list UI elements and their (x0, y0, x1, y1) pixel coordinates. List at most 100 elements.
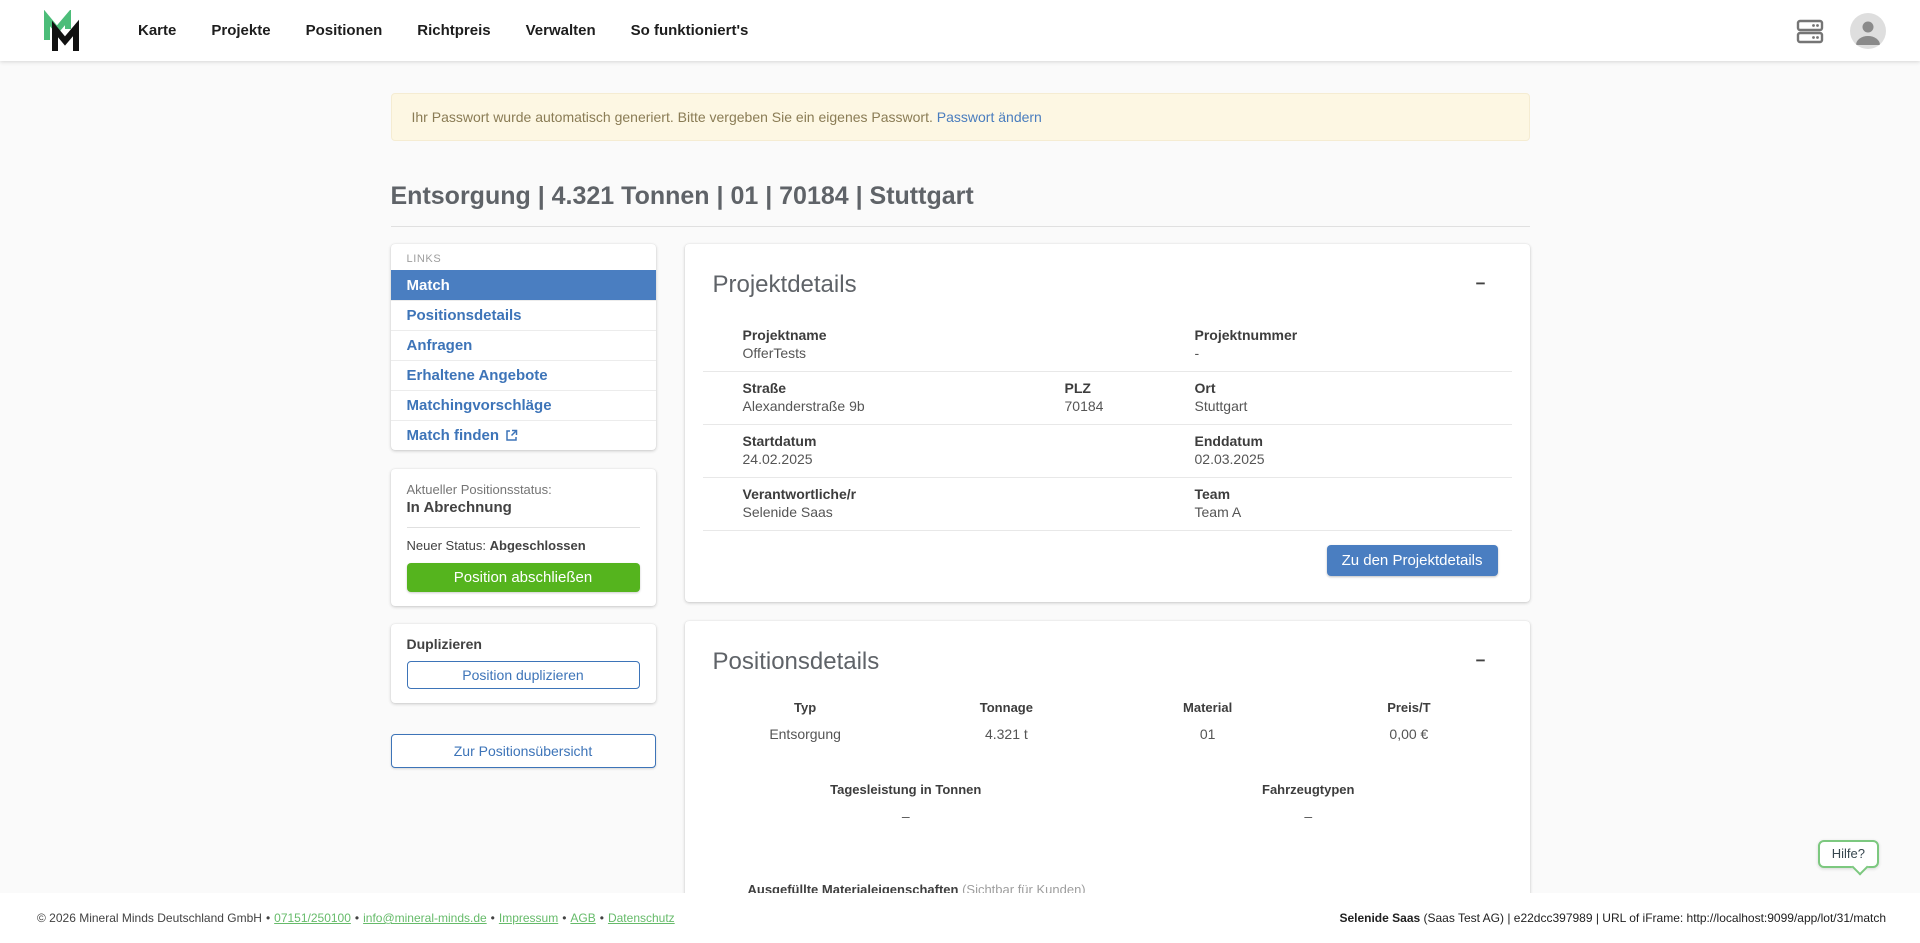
main-content: Ihr Passwort wurde automatisch generiert… (0, 61, 1920, 893)
field-value: Stuttgart (1194, 398, 1248, 414)
collapse-project-details-button[interactable]: − (1472, 271, 1490, 296)
new-status-line: Neuer Status: Abgeschlossen (407, 538, 640, 553)
field-label: Startdatum (742, 433, 817, 449)
mineral-minds-logo-icon[interactable] (40, 9, 86, 52)
field-label: Ort (1194, 380, 1216, 396)
stat-tagesleistung: Tagesleistung in Tonnen – (705, 782, 1108, 824)
server-stack-icon[interactable] (1796, 18, 1824, 44)
user-avatar-icon[interactable] (1850, 12, 1886, 49)
sidebar-item-label: Erhaltene Angebote (406, 367, 548, 384)
stat-typ: Typ Entsorgung (705, 700, 906, 742)
stat-label: Material (1183, 700, 1233, 715)
field-projektnummer: Projektnummer - (1195, 327, 1512, 362)
stat-value: 0,00 € (1389, 726, 1429, 742)
sidebar-item-anfragen[interactable]: Anfragen (390, 330, 656, 360)
sidebar-item-erhaltene-angebote[interactable]: Erhaltene Angebote (390, 360, 656, 390)
field-ort: Ort Stuttgart (1195, 380, 1512, 415)
field-label: Projektnummer (1194, 327, 1298, 343)
status-divider (406, 527, 640, 528)
topbar: Karte Projekte Positionen Richtpreis Ver… (0, 0, 1920, 61)
footer-session-details: (Saas Test AG) | e22dcc397989 | URL of i… (1420, 911, 1887, 925)
page-title: Entsorgung | 4.321 Tonnen | 01 | 70184 |… (390, 182, 1530, 227)
field-verantwortlicher: Verantwortliche/r Selenide Saas (743, 486, 1195, 521)
field-strasse: Straße Alexanderstraße 9b (743, 380, 1065, 415)
stat-label: Tagesleistung in Tonnen (830, 782, 982, 797)
field-value: Selenide Saas (742, 504, 833, 520)
footer: © 2026 Mineral Minds Deutschland GmbH • 07… (0, 893, 1920, 943)
sidebar-item-label: Anfragen (406, 337, 473, 354)
field-value: Alexanderstraße 9b (742, 398, 865, 414)
footer-impressum-link[interactable]: Impressum (498, 911, 559, 925)
position-overview-button[interactable]: Zur Positionsübersicht (390, 734, 656, 768)
sidebar-item-matchingvorschlaege[interactable]: Matchingvorschläge (390, 390, 656, 420)
field-label: PLZ (1064, 380, 1091, 396)
table-row: Startdatum 24.02.2025 Enddatum 02.03.202… (702, 425, 1512, 478)
collapse-position-details-button[interactable]: − (1472, 648, 1490, 673)
duplicate-title: Duplizieren (406, 636, 482, 652)
field-label: Projektname (742, 327, 827, 343)
close-position-button[interactable]: Position abschließen (406, 563, 640, 592)
new-status-label: Neuer Status: (406, 538, 487, 553)
nav-item-richtpreis[interactable]: Richtpreis (417, 22, 491, 39)
stat-preis: Preis/T 0,00 € (1308, 700, 1509, 742)
footer-datenschutz-link[interactable]: Datenschutz (607, 911, 675, 925)
detail-column: Projektdetails − Projektname OfferTests … (684, 244, 1530, 893)
footer-user-name: Selenide Saas (1339, 911, 1421, 925)
help-button[interactable]: Hilfe? (1817, 840, 1879, 868)
nav-item-projekte[interactable]: Projekte (211, 22, 271, 39)
table-row: Projektname OfferTests Projektnummer - (702, 319, 1512, 372)
status-card: Aktueller Positionsstatus: In Abrechnung… (390, 469, 656, 606)
stat-material: Material 01 (1107, 700, 1308, 742)
sidebar-item-positionsdetails[interactable]: Positionsdetails (390, 300, 656, 330)
current-status-value: In Abrechnung (406, 499, 512, 516)
nav-item-karte[interactable]: Karte (138, 22, 177, 39)
field-label: Enddatum (1194, 433, 1263, 449)
stat-label: Fahrzeugtypen (1262, 782, 1355, 797)
sidebar-item-match[interactable]: Match (390, 270, 656, 300)
table-row: Verantwortliche/r Selenide Saas Team Tea… (702, 478, 1512, 531)
stat-label: Preis/T (1387, 700, 1431, 715)
footer-separator: • (354, 911, 360, 925)
current-status-label: Aktueller Positionsstatus: (406, 482, 552, 497)
links-header: LINKS (406, 253, 442, 265)
footer-copyright: © 2026 Mineral Minds Deutschland GmbH (37, 911, 262, 925)
footer-separator: • (490, 911, 495, 925)
field-value: OfferTests (742, 345, 807, 361)
main-nav: Karte Projekte Positionen Richtpreis Ver… (138, 22, 748, 39)
position-details-title: Positionsdetails (712, 648, 880, 675)
field-startdatum: Startdatum 24.02.2025 (743, 433, 1195, 468)
stat-label: Typ (794, 700, 817, 715)
material-properties-label-bold: Ausgefüllte Materialeigenschaften (747, 882, 959, 893)
footer-agb-link[interactable]: AGB (570, 911, 596, 925)
password-warning-banner: Ihr Passwort wurde automatisch generiert… (390, 93, 1530, 141)
sidebar-item-label: Match finden (406, 427, 500, 444)
field-team: Team Team A (1195, 486, 1512, 521)
project-details-table: Projektname OfferTests Projektnummer - S… (685, 319, 1530, 531)
field-projektname: Projektname OfferTests (743, 327, 1195, 362)
material-properties-hint: (Sichtbar für Kunden) (958, 882, 1086, 893)
footer-separator: • (265, 911, 271, 925)
nav-item-so-funktionierts[interactable]: So funktioniert's (630, 22, 749, 39)
stat-tonnage: Tonnage 4.321 t (906, 700, 1107, 742)
stat-value: 4.321 t (984, 726, 1028, 742)
field-value: 02.03.2025 (1194, 451, 1265, 467)
position-details-card: Positionsdetails − Typ Entsorgung Tonnag… (684, 621, 1530, 893)
nav-item-positionen[interactable]: Positionen (305, 22, 383, 39)
sidebar-item-match-finden[interactable]: Match finden (390, 420, 656, 450)
stat-label: Tonnage (979, 700, 1033, 715)
go-to-project-details-button[interactable]: Zu den Projektdetails (1326, 545, 1498, 576)
field-value: Team A (1194, 504, 1242, 520)
field-plz: PLZ 70184 (1065, 380, 1195, 415)
table-row: Straße Alexanderstraße 9b PLZ 70184 Ort … (702, 372, 1512, 425)
footer-separator: • (599, 911, 604, 925)
stat-fahrzeugtypen: Fahrzeugtypen – (1107, 782, 1510, 824)
change-password-link[interactable]: Passwort ändern (936, 109, 1042, 125)
footer-phone-link[interactable]: 07151/250100 (274, 911, 351, 925)
footer-left: © 2026 Mineral Minds Deutschland GmbH • 07… (37, 911, 675, 925)
duplicate-position-button[interactable]: Position duplizieren (406, 661, 640, 689)
field-enddatum: Enddatum 02.03.2025 (1195, 433, 1512, 468)
nav-item-verwalten[interactable]: Verwalten (525, 22, 596, 39)
footer-email-link[interactable]: info@mineral-minds.de (363, 911, 487, 925)
sidebar-item-label: Positionsdetails (406, 307, 522, 324)
field-value: 24.02.2025 (742, 451, 813, 467)
